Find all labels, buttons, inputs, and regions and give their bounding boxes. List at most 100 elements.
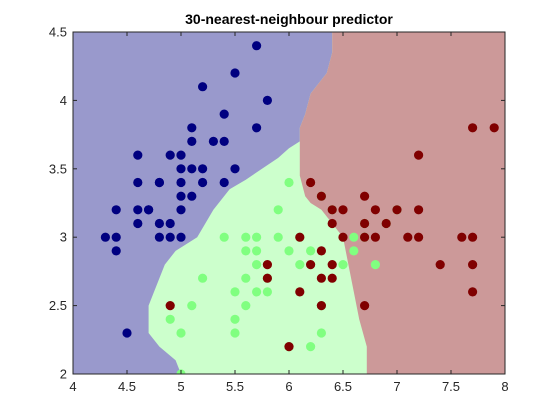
- y-tick-label: 4.5: [49, 25, 67, 40]
- point-class1: [219, 136, 229, 146]
- point-class3: [316, 246, 326, 256]
- point-class2: [230, 328, 240, 338]
- point-class3: [414, 150, 424, 160]
- point-class1: [133, 205, 143, 215]
- x-tick-label: 7.5: [442, 379, 460, 394]
- region-class3: [299, 32, 505, 374]
- point-class1: [154, 232, 164, 242]
- point-class1: [122, 328, 132, 338]
- point-class3: [370, 232, 380, 242]
- x-tick-label: 6: [285, 379, 292, 394]
- point-class1: [154, 177, 164, 188]
- x-tick-label: 4: [69, 379, 76, 394]
- x-tick-label: 7: [393, 379, 400, 394]
- point-class1: [187, 136, 197, 146]
- point-class3: [306, 260, 316, 270]
- decision-regions: [73, 32, 505, 374]
- point-class2: [284, 246, 294, 256]
- x-axis: 4 4.5 5 5.5 6 6.5 7 7.5 8: [69, 32, 509, 394]
- x-tick-label: 5.5: [226, 379, 244, 394]
- point-class2: [230, 314, 240, 324]
- point-class2: [273, 232, 283, 242]
- point-class3: [316, 301, 326, 311]
- point-class3: [327, 273, 337, 283]
- point-class1: [187, 123, 197, 133]
- point-class1: [252, 123, 262, 133]
- point-class2: [252, 287, 262, 297]
- point-class2: [241, 232, 251, 242]
- x-tick-label: 5: [177, 379, 184, 394]
- x-tick-label: 6.5: [334, 379, 352, 394]
- point-class1: [165, 218, 175, 229]
- point-class1: [262, 95, 272, 105]
- point-class3: [360, 218, 370, 229]
- point-class2: [187, 301, 197, 311]
- point-class1: [187, 164, 197, 174]
- point-class1: [133, 150, 143, 160]
- point-class2: [252, 232, 262, 242]
- point-class3: [414, 232, 424, 242]
- point-class3: [316, 273, 326, 283]
- point-class2: [176, 328, 186, 338]
- point-class1: [176, 205, 186, 215]
- point-class3: [360, 191, 370, 201]
- point-class2: [306, 342, 316, 352]
- point-class3: [295, 232, 305, 242]
- point-class1: [176, 177, 186, 188]
- point-class3: [338, 205, 348, 215]
- point-class3: [165, 301, 175, 311]
- point-class3: [403, 232, 413, 242]
- point-class3: [468, 123, 478, 133]
- point-class1: [111, 246, 121, 256]
- point-class2: [349, 246, 359, 256]
- point-class2: [316, 328, 326, 338]
- point-class2: [230, 287, 240, 297]
- point-class2: [306, 246, 316, 256]
- point-class2: [165, 314, 175, 324]
- point-class3: [489, 123, 499, 133]
- point-class1: [133, 218, 143, 229]
- point-class3: [457, 232, 467, 242]
- point-class3: [360, 232, 370, 242]
- point-class1: [133, 177, 143, 188]
- point-class2: [241, 246, 251, 256]
- point-class1: [100, 232, 110, 242]
- point-class1: [187, 191, 197, 201]
- point-class1: [252, 41, 262, 51]
- data-points: [100, 41, 499, 374]
- point-class1: [176, 191, 186, 201]
- point-class1: [176, 232, 186, 242]
- point-class3: [414, 205, 424, 215]
- point-class2: [284, 177, 294, 188]
- y-tick-label: 2: [60, 367, 67, 382]
- point-class3: [316, 191, 326, 201]
- point-class2: [219, 232, 229, 242]
- point-class1: [144, 205, 154, 215]
- point-class3: [284, 342, 294, 352]
- point-class2: [273, 205, 283, 215]
- point-class2: [295, 260, 305, 270]
- point-class1: [111, 205, 121, 215]
- point-class1: [219, 177, 229, 188]
- point-class1: [176, 150, 186, 160]
- point-class3: [338, 232, 348, 242]
- point-class2: [198, 273, 208, 283]
- point-class2: [252, 246, 262, 256]
- y-tick-label: 2.5: [49, 298, 67, 313]
- point-class3: [262, 273, 272, 283]
- x-tick-label: 8: [501, 379, 508, 394]
- point-class2: [338, 260, 348, 270]
- point-class2: [349, 232, 359, 242]
- y-tick-label: 3: [60, 230, 67, 245]
- point-class3: [327, 205, 337, 215]
- point-class1: [230, 164, 240, 174]
- point-class3: [262, 260, 272, 270]
- point-class2: [241, 273, 251, 283]
- point-class2: [370, 260, 380, 270]
- x-tick-label: 4.5: [118, 379, 136, 394]
- point-class3: [392, 205, 402, 215]
- point-class1: [176, 164, 186, 174]
- point-class3: [370, 205, 380, 215]
- point-class1: [230, 68, 240, 78]
